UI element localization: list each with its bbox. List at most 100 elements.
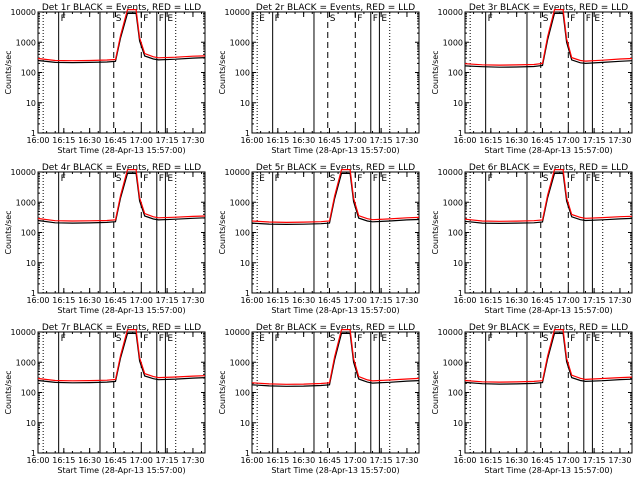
y-tick-label: 1: [31, 449, 36, 458]
time-marker-label: S: [543, 14, 549, 24]
time-marker-label: F: [357, 334, 362, 344]
x-tick-label: 17:30: [181, 456, 204, 465]
time-marker-label: F: [143, 334, 148, 344]
time-marker-label: F: [61, 334, 66, 344]
time-marker-label: F: [159, 14, 164, 24]
x-axis-label: Start Time (28-Apr-13 15:57:00): [484, 466, 612, 475]
series-line-lld: [464, 9, 633, 66]
x-tick-label: 17:00: [557, 296, 580, 305]
y-tick-label: 10000: [11, 8, 36, 17]
x-tick-label: 17:00: [130, 136, 153, 145]
x-tick-label: 17:15: [156, 296, 179, 305]
x-tick-label: 16:15: [479, 136, 502, 145]
x-tick-label: 17:00: [557, 136, 580, 145]
x-axis-label: Start Time (28-Apr-13 15:57:00): [57, 146, 185, 155]
x-axis-label: Start Time (28-Apr-13 15:57:00): [484, 146, 612, 155]
time-marker-label: E: [594, 14, 600, 24]
x-tick-label: 17:30: [395, 296, 418, 305]
x-tick-label: 17:15: [583, 296, 606, 305]
x-tick-label: 17:00: [130, 456, 153, 465]
time-marker-label: F: [570, 14, 575, 24]
time-marker-label: F: [143, 174, 148, 184]
y-tick-label: 100: [21, 229, 36, 238]
y-tick-label: 1000: [16, 358, 36, 367]
panel-title: Det 4r BLACK = Events, RED = LLD: [42, 163, 201, 173]
plot-frame: [464, 11, 633, 134]
x-axis-label: Start Time (28-Apr-13 15:57:00): [57, 306, 185, 315]
det-panel-9: Det 9r BLACK = Events, RED = LLD 1 10 100 10…: [431, 323, 633, 475]
y-axis-label: Counts/sec: [4, 210, 13, 254]
time-marker-label: E: [594, 334, 600, 344]
series-line-events: [464, 332, 633, 385]
x-tick-label: 17:30: [181, 136, 204, 145]
time-marker-label: F: [488, 174, 493, 184]
x-tick-label: 16:15: [266, 456, 289, 465]
x-tick-label: 16:45: [531, 456, 554, 465]
x-tick-label: 17:00: [344, 296, 367, 305]
y-tick-label: 1000: [443, 358, 463, 367]
y-tick-label: 10000: [225, 168, 250, 177]
panel-title: Det 8r BLACK = Events, RED = LLD: [256, 323, 415, 333]
x-tick-label: 16:30: [292, 136, 315, 145]
x-tick-label: 16:45: [531, 136, 554, 145]
y-tick-label: 1: [458, 449, 463, 458]
time-marker-label: S: [116, 334, 122, 344]
y-tick-label: 100: [235, 229, 250, 238]
y-tick-label: 1000: [230, 358, 250, 367]
y-tick-label: 1: [245, 449, 250, 458]
series-line-lld: [37, 9, 206, 62]
x-tick-label: 16:00: [453, 136, 476, 145]
y-axis-label: Counts/sec: [431, 370, 440, 414]
x-tick-label: 17:00: [130, 296, 153, 305]
y-tick-label: 10: [453, 419, 463, 428]
panel-title: Det 7r BLACK = Events, RED = LLD: [42, 323, 201, 333]
time-marker-label: F: [373, 334, 378, 344]
time-marker-label: F: [275, 174, 280, 184]
time-marker-label: E: [167, 174, 173, 184]
y-tick-label: 10: [240, 99, 250, 108]
time-marker-label: F: [586, 14, 591, 24]
y-tick-label: 1: [458, 289, 463, 298]
x-tick-label: 16:15: [52, 296, 75, 305]
x-tick-label: 16:30: [292, 456, 315, 465]
y-axis-label: Counts/sec: [218, 50, 227, 94]
x-tick-label: 16:30: [78, 296, 101, 305]
time-marker-label: F: [488, 14, 493, 24]
y-tick-label: 10000: [225, 328, 250, 337]
x-axis-label: Start Time (28-Apr-13 15:57:00): [484, 306, 612, 315]
time-marker-label: F: [61, 174, 66, 184]
x-axis-label: Start Time (28-Apr-13 15:57:00): [271, 466, 399, 475]
time-marker-label: S: [330, 174, 336, 184]
x-tick-label: 17:15: [370, 136, 393, 145]
y-tick-label: 10000: [438, 8, 463, 17]
y-tick-label: 100: [235, 69, 250, 78]
time-marker-label: F: [488, 334, 493, 344]
y-tick-label: 1000: [230, 198, 250, 207]
x-tick-label: 17:00: [344, 456, 367, 465]
x-tick-label: 16:00: [453, 456, 476, 465]
det-panel-3: Det 3r BLACK = Events, RED = LLD 1 10 100 10…: [431, 3, 633, 155]
y-axis-label: Counts/sec: [431, 210, 440, 254]
x-tick-label: 16:15: [52, 136, 75, 145]
y-axis-label: Counts/sec: [431, 50, 440, 94]
x-tick-label: 17:30: [608, 456, 631, 465]
y-tick-label: 10000: [11, 168, 36, 177]
x-axis-label: Start Time (28-Apr-13 15:57:00): [57, 466, 185, 475]
y-tick-label: 1000: [16, 38, 36, 47]
plot-frame: [251, 171, 420, 294]
time-marker-label: E: [167, 334, 173, 344]
x-tick-label: 17:15: [370, 296, 393, 305]
x-tick-label: 16:45: [104, 456, 127, 465]
series-line-lld: [37, 329, 206, 382]
time-marker-label: S: [116, 174, 122, 184]
time-marker-label: F: [275, 14, 280, 24]
time-marker-label: F: [586, 174, 591, 184]
x-tick-label: 17:00: [344, 136, 367, 145]
x-tick-label: 16:30: [505, 136, 528, 145]
x-tick-label: 16:00: [26, 136, 49, 145]
det-panel-2: Det 2r BLACK = Events, RED = LLD 1 10 100 10…: [218, 3, 420, 155]
y-tick-label: 10000: [438, 328, 463, 337]
x-tick-label: 16:45: [104, 296, 127, 305]
det-panel-6: Det 6r BLACK = Events, RED = LLD 1 10 100 10…: [431, 163, 633, 315]
